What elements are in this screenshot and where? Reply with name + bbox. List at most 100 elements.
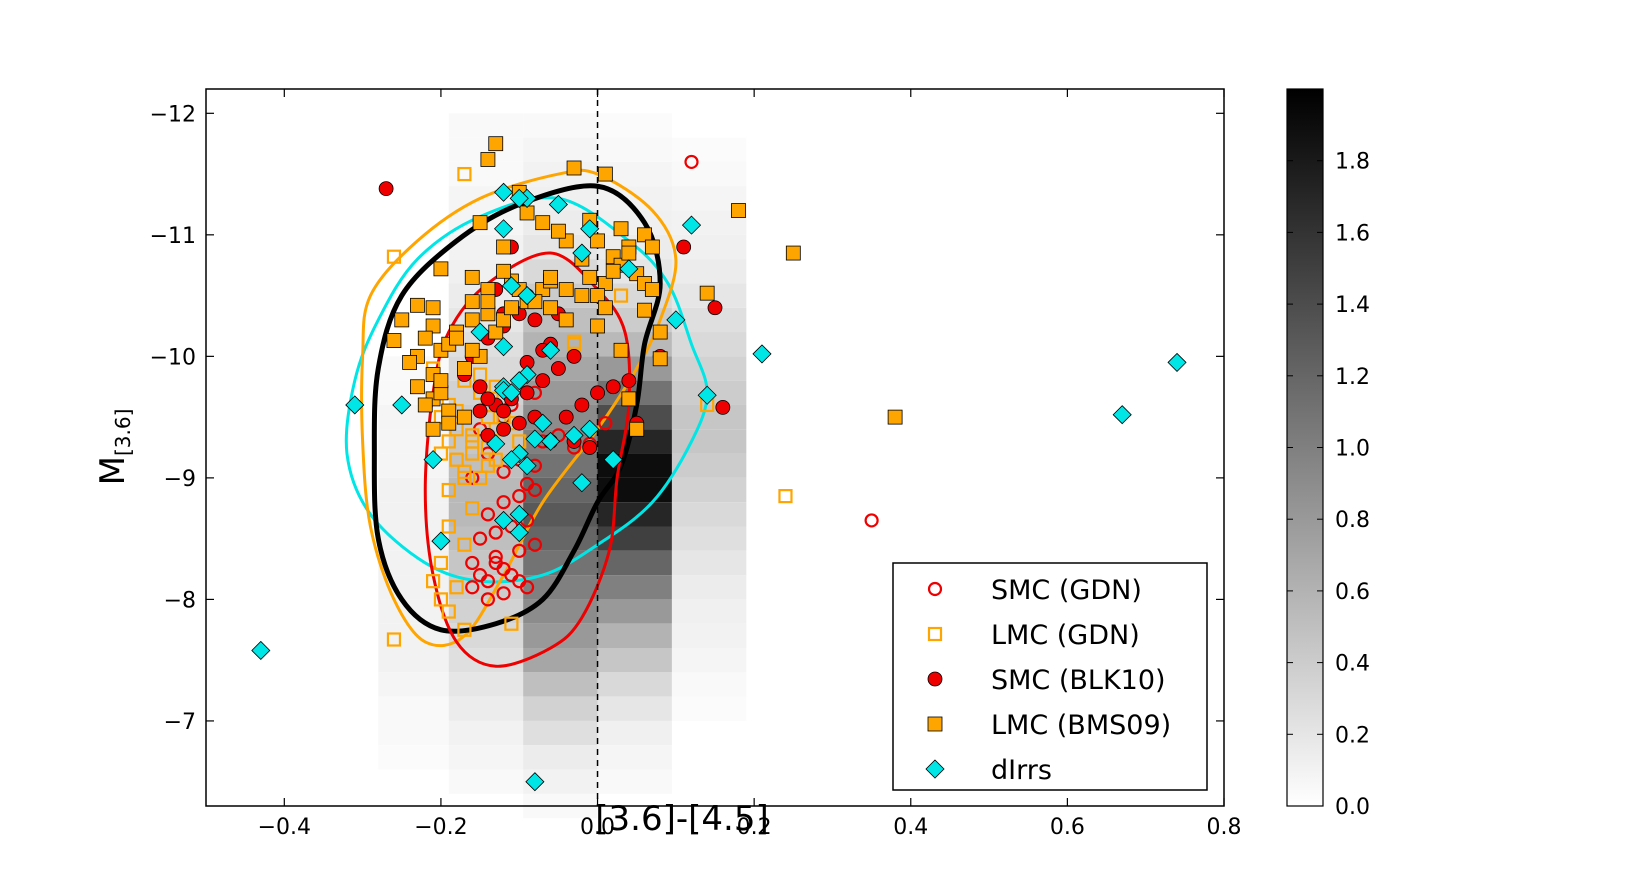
data-point [582, 269, 598, 285]
density-cell [597, 137, 672, 162]
data-point [457, 537, 472, 552]
data-point [378, 181, 394, 197]
density-cell [671, 550, 747, 576]
data-point [707, 300, 723, 316]
data-point [465, 580, 480, 595]
x-tick-label: 0.6 [1050, 815, 1085, 840]
density-cell [597, 745, 672, 770]
data-point [488, 136, 504, 152]
y-tick-label: −8 [164, 588, 196, 613]
data-point [441, 434, 456, 449]
data-point [496, 239, 511, 255]
density-cell [597, 696, 672, 721]
y-tick-label: −10 [150, 345, 196, 370]
data-point [566, 160, 582, 176]
data-point [441, 415, 457, 431]
data-point [480, 592, 496, 607]
density-cell [597, 113, 672, 138]
density-cell [378, 720, 449, 746]
data-point [480, 152, 496, 167]
density-cell [597, 623, 672, 649]
density-cell [378, 672, 449, 697]
data-point [613, 342, 629, 358]
y-axis: −12 −11 −10 −9 −8 −7 [150, 102, 1224, 735]
colorbar-tick-label: 0.0 [1335, 795, 1370, 820]
data-point [525, 429, 545, 449]
data-point [527, 312, 543, 328]
density-cell [523, 623, 598, 649]
data-point [433, 373, 449, 389]
data-point [621, 245, 637, 261]
density-cell [671, 161, 747, 187]
colorbar-tick-label: 1.2 [1335, 365, 1370, 390]
density-cell [523, 745, 598, 770]
legend-marker [927, 671, 943, 687]
legend: SMC (GDN) LMC (GDN) SMC (BLK10) LMC (BMS09)… [892, 562, 1208, 791]
density-cell [597, 720, 672, 746]
density-cell [671, 137, 747, 162]
data-point [543, 269, 558, 285]
density-cell [597, 672, 672, 697]
data-point [752, 344, 772, 364]
data-point [517, 286, 537, 306]
data-point [465, 501, 480, 516]
y-tick-label: −7 [164, 710, 196, 735]
data-point [580, 219, 600, 239]
y-axis-label-main: M [93, 456, 133, 485]
density-cell [448, 672, 524, 697]
data-point [1112, 405, 1132, 425]
density-cell [523, 137, 598, 162]
data-point [457, 409, 472, 425]
data-point [480, 507, 496, 522]
density-cell [671, 575, 747, 600]
data-point [472, 568, 488, 583]
density-cell [671, 332, 747, 357]
data-point [597, 276, 613, 291]
density-cell [671, 502, 747, 527]
data-point [535, 373, 551, 389]
plot-frame [205, 88, 1225, 807]
series-4 [251, 182, 1187, 792]
contour-layer [344, 168, 709, 668]
data-point [386, 632, 402, 647]
data-point [864, 513, 879, 528]
data-point [637, 227, 652, 243]
data-point [582, 440, 598, 455]
data-point [619, 259, 639, 279]
colorbar-tick-label: 1.8 [1335, 150, 1370, 175]
legend-label: dIrrs [991, 755, 1052, 786]
data-point [621, 391, 637, 407]
data-point [433, 555, 449, 571]
data-point [457, 166, 472, 182]
data-point [504, 616, 519, 631]
data-point [496, 421, 511, 437]
contour-black [371, 183, 663, 634]
density-cell [523, 648, 598, 673]
data-point [480, 391, 496, 407]
data-point [572, 473, 592, 493]
data-point [697, 385, 717, 405]
data-point [603, 450, 623, 470]
data-point [533, 413, 553, 433]
data-point [527, 537, 542, 552]
data-point [345, 395, 365, 415]
data-point [501, 276, 521, 296]
data-point [394, 312, 410, 328]
density-cell [523, 113, 598, 138]
density-cell [523, 332, 598, 357]
data-point [519, 476, 535, 492]
density-cell [597, 599, 672, 624]
data-point [488, 549, 503, 564]
data-point [509, 523, 529, 543]
data-point [684, 154, 699, 170]
data-point [1167, 352, 1187, 372]
x-tick-label: 0.4 [893, 815, 928, 840]
data-point [637, 302, 652, 318]
data-point [613, 288, 629, 303]
y-axis-label: M[3.6] [93, 409, 135, 486]
data-point [512, 574, 527, 589]
density-cell [671, 404, 747, 430]
x-tick-label: 0.8 [1207, 815, 1242, 840]
density-cell [597, 550, 672, 576]
